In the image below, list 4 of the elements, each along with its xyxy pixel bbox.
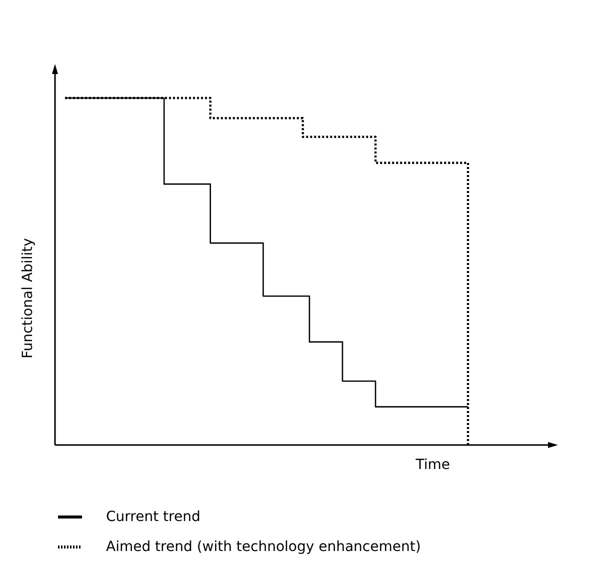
y-axis-title: Functional Ability: [20, 238, 36, 358]
x-axis-title: Time: [414, 457, 450, 473]
legend-label: Current trend: [106, 509, 200, 525]
legend-label: Aimed trend (with technology enhancement): [106, 539, 421, 555]
